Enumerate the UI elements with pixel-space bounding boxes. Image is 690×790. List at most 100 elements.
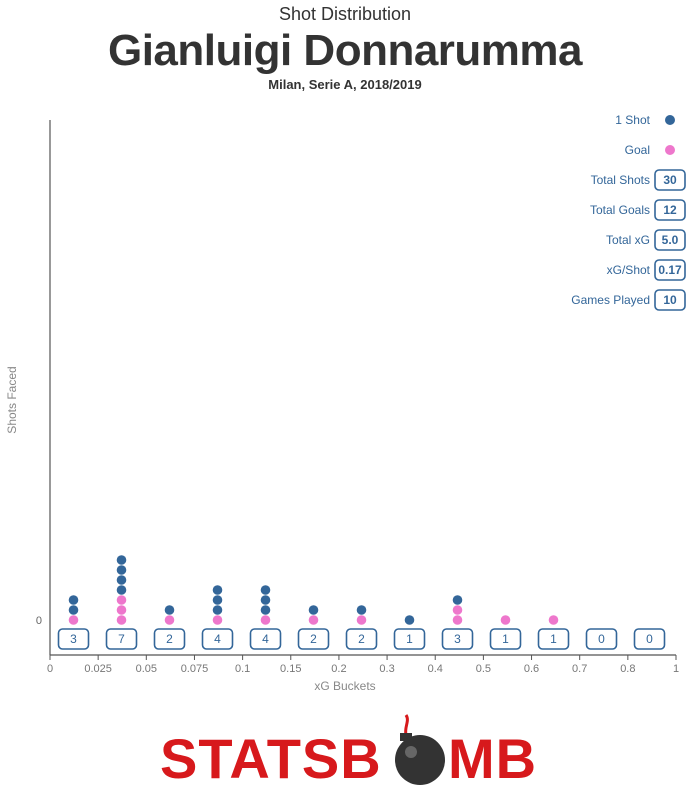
shot-dot — [116, 565, 127, 575]
goal-dot — [452, 615, 463, 625]
stat-value: 10 — [663, 293, 677, 307]
stat-value-box — [654, 259, 686, 281]
bucket-count-box — [633, 628, 666, 650]
y-tick-label: 0 — [36, 615, 42, 627]
stat-value: 0.17 — [658, 263, 682, 277]
y-axis-title: Shots Faced — [5, 366, 19, 433]
player-name: Gianluigi Donnarumma — [107, 26, 583, 75]
shot-dot — [260, 595, 271, 605]
goal-dot — [500, 615, 511, 625]
shot-dot — [404, 615, 415, 625]
stat-value: 5.0 — [662, 233, 679, 247]
goal-dot — [548, 615, 559, 625]
stat-value: 12 — [663, 203, 677, 217]
bucket-count-label: 1 — [406, 632, 413, 646]
bucket-count-label: 7 — [118, 632, 125, 646]
statsbomb-logo: STATSB MB — [160, 714, 537, 785]
bucket-count-box — [489, 628, 522, 650]
bucket-count-box — [393, 628, 426, 650]
x-tick-label: 0.7 — [572, 663, 587, 675]
legend-goal-label: Goal — [625, 143, 650, 157]
bucket-count-box — [441, 628, 474, 650]
stat-label: Total xG — [606, 233, 650, 247]
bucket-count-label: 1 — [502, 632, 509, 646]
bucket-count-label: 3 — [70, 632, 77, 646]
legend: 1 Shot Goal Total Shots 30 Total Goals 12 Tota… — [571, 113, 686, 311]
bucket-count-label: 2 — [310, 632, 317, 646]
team-league-season: Milan, Serie A, 2018/2019 — [268, 77, 422, 92]
x-tick-label: 0.025 — [84, 663, 112, 675]
bucket-count-label: 4 — [262, 632, 269, 646]
shot-dot — [356, 605, 367, 615]
bucket-count-box — [249, 628, 282, 650]
goal-dot — [452, 605, 463, 615]
shot-dot — [116, 575, 127, 585]
x-tick-label: 0.8 — [620, 663, 635, 675]
shot-dot — [212, 585, 223, 595]
stat-value-box — [654, 169, 686, 191]
shot-dot — [116, 585, 127, 595]
chart-marks: 3 7 2 4 4 2 2 1 3 1 1 0 0 — [57, 555, 666, 650]
bucket-count-label: 0 — [646, 632, 653, 646]
chart-title: Shot Distribution — [278, 4, 412, 24]
x-tick-label: 0.075 — [181, 663, 209, 675]
stat-label: Total Goals — [590, 203, 650, 217]
shot-dot — [164, 605, 175, 615]
goal-dot — [164, 615, 175, 625]
bomb-icon — [395, 714, 445, 785]
shot-dot — [116, 555, 127, 565]
bucket-count-box — [201, 628, 234, 650]
x-tick-label: 0 — [47, 663, 53, 675]
x-tick-label: 0.15 — [280, 663, 301, 675]
shot-dot — [260, 605, 271, 615]
x-tick-label: 0.6 — [524, 663, 539, 675]
bucket-count-label: 2 — [166, 632, 173, 646]
goal-dot — [116, 595, 127, 605]
goal-dot — [212, 615, 223, 625]
bucket-count-label: 3 — [454, 632, 461, 646]
stat-label: Games Played — [571, 293, 650, 307]
shot-dot — [68, 605, 79, 615]
goal-dot — [116, 605, 127, 615]
x-tick-label: 0.4 — [428, 663, 443, 675]
legend-shot-label: 1 Shot — [615, 113, 650, 127]
bucket-count-label: 0 — [598, 632, 605, 646]
shot-dot — [212, 605, 223, 615]
shot-dot — [260, 585, 271, 595]
bucket-count-box — [345, 628, 378, 650]
x-tick-label: 0.3 — [379, 663, 394, 675]
stat-value-box — [654, 289, 686, 311]
stat-value-box — [654, 199, 686, 221]
goal-dot — [260, 615, 271, 625]
shot-dot — [212, 595, 223, 605]
x-axis-title: xG Buckets — [314, 679, 375, 693]
bucket-count-label: 4 — [214, 632, 221, 646]
x-tick-label: 0.5 — [476, 663, 491, 675]
shot-dot — [452, 595, 463, 605]
legend-shot-dot — [665, 115, 675, 125]
bucket-count-label: 2 — [358, 632, 365, 646]
stat-value-box — [654, 229, 686, 251]
bucket-count-box — [585, 628, 618, 650]
goal-dot — [308, 615, 319, 625]
stat-label: xG/Shot — [607, 263, 651, 277]
stat-label: Total Shots — [591, 173, 650, 187]
bucket-count-box — [57, 628, 90, 650]
x-tick-label: 0.05 — [136, 663, 157, 675]
x-tick-label: 0.2 — [331, 663, 346, 675]
x-tick-label: 1 — [673, 663, 679, 675]
logo-text-right: MB — [448, 727, 537, 785]
bucket-count-box — [537, 628, 570, 650]
stat-value: 30 — [663, 173, 677, 187]
shot-distribution-chart: 0 Shots Faced 0 0.025 0.05 0.075 0.1 0.15 0.2 0.3… — [5, 113, 686, 693]
shot-dot — [308, 605, 319, 615]
x-tick-label: 0.1 — [235, 663, 250, 675]
shot-dot — [68, 595, 79, 605]
goal-dot — [68, 615, 79, 625]
logo-text-left: STATSB — [160, 727, 382, 785]
legend-goal-dot — [665, 145, 675, 155]
axes: 0 Shots Faced 0 0.025 0.05 0.075 0.1 0.15 0.2 0.3… — [5, 120, 679, 693]
goal-dot — [116, 615, 127, 625]
bucket-count-box — [297, 628, 330, 650]
goal-dot — [356, 615, 367, 625]
